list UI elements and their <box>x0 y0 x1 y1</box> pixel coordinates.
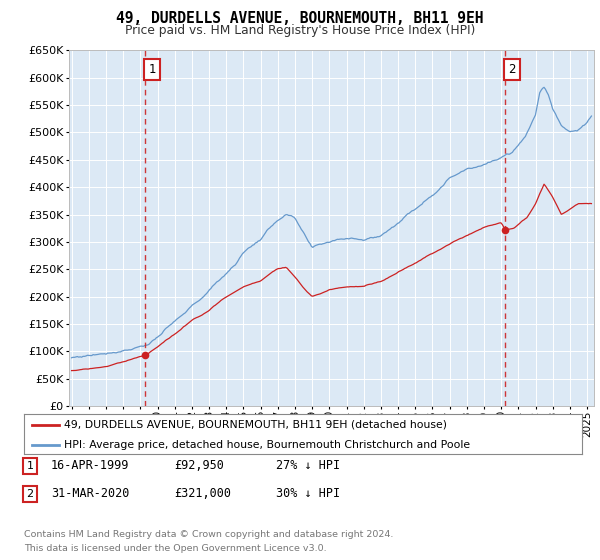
Text: This data is licensed under the Open Government Licence v3.0.: This data is licensed under the Open Gov… <box>24 544 326 553</box>
Text: 49, DURDELLS AVENUE, BOURNEMOUTH, BH11 9EH (detached house): 49, DURDELLS AVENUE, BOURNEMOUTH, BH11 9… <box>64 420 447 430</box>
Text: Contains HM Land Registry data © Crown copyright and database right 2024.: Contains HM Land Registry data © Crown c… <box>24 530 394 539</box>
Text: 30% ↓ HPI: 30% ↓ HPI <box>276 487 340 501</box>
Text: £321,000: £321,000 <box>174 487 231 501</box>
Text: 1: 1 <box>148 63 156 76</box>
Text: 2: 2 <box>26 489 34 499</box>
Text: £92,950: £92,950 <box>174 459 224 473</box>
Text: 16-APR-1999: 16-APR-1999 <box>51 459 130 473</box>
Text: 2: 2 <box>509 63 516 76</box>
Text: 49, DURDELLS AVENUE, BOURNEMOUTH, BH11 9EH: 49, DURDELLS AVENUE, BOURNEMOUTH, BH11 9… <box>116 11 484 26</box>
Text: Price paid vs. HM Land Registry's House Price Index (HPI): Price paid vs. HM Land Registry's House … <box>125 24 475 36</box>
Text: 1: 1 <box>26 461 34 471</box>
Text: HPI: Average price, detached house, Bournemouth Christchurch and Poole: HPI: Average price, detached house, Bour… <box>64 440 470 450</box>
Text: 31-MAR-2020: 31-MAR-2020 <box>51 487 130 501</box>
Text: 27% ↓ HPI: 27% ↓ HPI <box>276 459 340 473</box>
